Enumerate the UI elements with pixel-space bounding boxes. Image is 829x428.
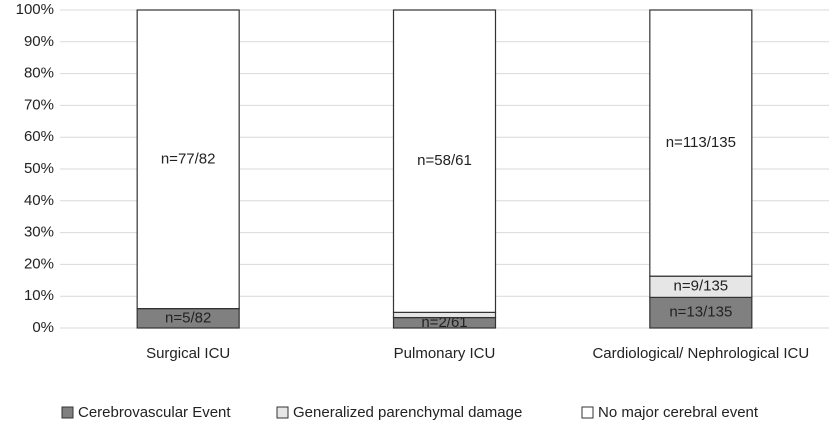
legend-swatch <box>61 406 74 419</box>
y-tick-label: 50% <box>24 160 54 177</box>
y-tick-label: 20% <box>24 255 54 272</box>
y-tick-label: 10% <box>24 287 54 304</box>
x-tick-label: Surgical ICU <box>146 345 230 362</box>
bar-segment <box>649 296 753 329</box>
y-tick-label: 100% <box>16 1 54 18</box>
y-tick-label: 90% <box>24 33 54 50</box>
value-label: n=77/82 <box>161 150 216 167</box>
y-tick-label: 30% <box>24 224 54 241</box>
legend-label: Cerebrovascular Event <box>78 404 231 421</box>
legend-label: Generalized parenchymal damage <box>293 404 522 421</box>
legend-label: No major cerebral event <box>598 404 759 421</box>
value-label: n=58/61 <box>417 152 472 169</box>
bar-segment <box>649 9 753 277</box>
bar-segment <box>392 311 497 319</box>
legend-swatch <box>581 406 594 419</box>
y-tick-label: 60% <box>24 128 54 145</box>
y-tick-label: 70% <box>24 96 54 113</box>
value-label: n=9/135 <box>674 278 729 295</box>
value-label: n=5/82 <box>165 309 211 326</box>
bar-segment <box>136 9 240 310</box>
y-tick-label: 40% <box>24 192 54 209</box>
value-label: n=13/135 <box>669 304 732 321</box>
bar-segment <box>392 9 497 313</box>
x-tick-label: Cardiological/ Nephrological ICU <box>592 345 809 362</box>
y-tick-label: 0% <box>32 319 54 336</box>
x-tick-label: Pulmonary ICU <box>394 345 496 362</box>
legend-swatch <box>276 406 289 419</box>
y-tick-label: 80% <box>24 65 54 82</box>
value-label: n=113/135 <box>666 134 736 151</box>
